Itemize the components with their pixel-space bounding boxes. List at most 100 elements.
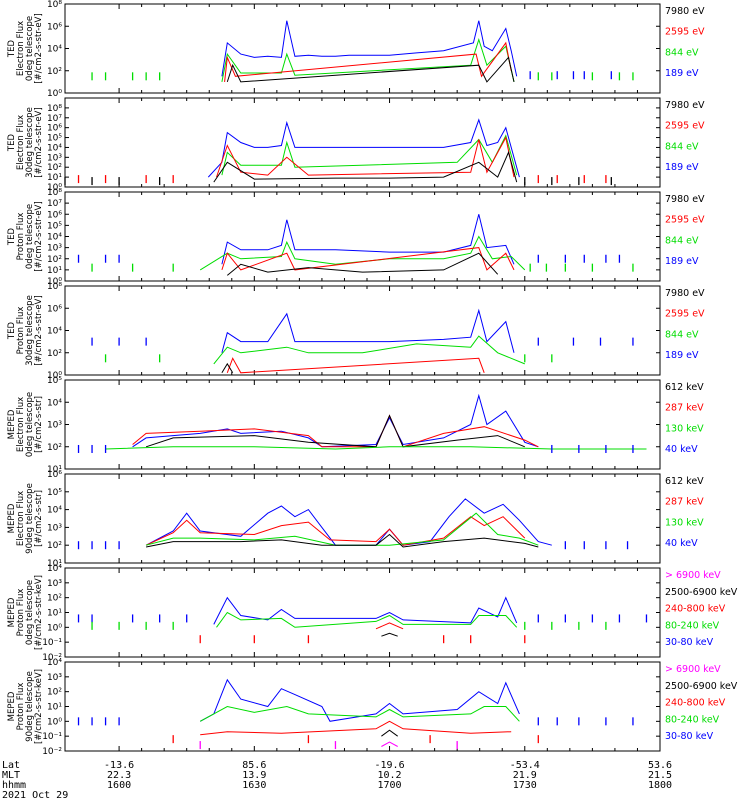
y-tick-label: 10³ — [47, 579, 62, 589]
y-axis-label: MEPED — [7, 503, 17, 533]
y-axis-label: MEPED — [7, 691, 17, 721]
legend-entry: 189 eV — [665, 68, 699, 79]
legend-entry: 7980 eV — [665, 194, 705, 205]
series-line — [145, 414, 525, 448]
series-line — [221, 214, 515, 265]
y-tick-label: 10¹ — [47, 703, 62, 713]
y-tick-label: 10⁶ — [47, 210, 62, 220]
panel-meped-e-90: 10¹ 10² 10³ 10⁴ 10⁵ 10⁶ MEPED Electron Flux 90de… — [7, 470, 704, 569]
y-axis-label: [#/cm2-s-str-eV] — [34, 13, 44, 83]
y-tick-label: 10⁰ — [47, 183, 62, 193]
y-axis-label: 0deg telescope — [25, 392, 35, 457]
series-line — [199, 705, 520, 722]
y-tick-label: 10¹ — [47, 465, 62, 475]
y-tick-label: 10⁴ — [47, 564, 62, 574]
y-axis-label: [#/cm2-s-str-keV] — [34, 575, 44, 650]
y-tick-label: 10³ — [47, 153, 62, 163]
legend-entry: > 6900 keV — [665, 570, 721, 581]
y-axis-label: 0deg telescope — [25, 204, 35, 269]
y-axis-label: [#/cm2-s-str-keV] — [34, 669, 44, 744]
y-tick-label: 10⁴ — [47, 398, 62, 408]
y-tick-label: 10⁵ — [47, 221, 62, 231]
y-axis-label: 90deg telescope — [25, 671, 35, 742]
legend-entry: 612 keV — [665, 476, 704, 487]
series-line — [224, 41, 512, 82]
y-tick-label: 10³ — [47, 244, 62, 254]
x-tick-value-mlt: 13.9 — [242, 770, 266, 781]
y-tick-label: 10² — [47, 541, 62, 551]
legend-entry: 7980 eV — [665, 100, 705, 111]
y-tick-label: 10⁰ — [47, 371, 62, 381]
panel-meped-e-0: 10¹ 10² 10³ 10⁴ 10⁵ MEPED Electron Flux 0deg te… — [7, 376, 704, 475]
series-line — [200, 720, 512, 736]
y-tick-label: 10⁶ — [47, 22, 62, 32]
legend-entry: 844 eV — [665, 329, 699, 340]
series-line — [145, 516, 526, 546]
panel-frame — [64, 661, 661, 752]
y-tick-label: 10⁰ — [47, 717, 62, 727]
series-line — [105, 446, 647, 450]
x-tick-value-mlt: 21.9 — [513, 770, 537, 781]
y-axis-label: [#/cm2-s-str] — [34, 396, 44, 453]
y-tick-label: 10⁴ — [47, 143, 62, 153]
series-line — [381, 632, 398, 637]
series-line — [221, 308, 515, 353]
x-tick-value-hhmm: 1600 — [107, 780, 131, 791]
series-line — [381, 729, 398, 737]
series-line — [226, 252, 499, 276]
series-line — [221, 37, 515, 83]
x-tick-value-hhmm: 1800 — [648, 780, 672, 791]
y-tick-label: 10⁷ — [47, 199, 62, 209]
legend-entry: 612 keV — [665, 382, 704, 393]
y-tick-label: 10¹ — [47, 559, 62, 569]
x-tick-value-hhmm: 1630 — [242, 780, 266, 791]
y-tick-label: 10⁰ — [47, 623, 62, 633]
legend-entry: 2500-6900 keV — [665, 587, 738, 598]
y-tick-label: 10⁰ — [47, 89, 62, 99]
y-axis-label: Proton Flux — [16, 589, 26, 637]
legend-entry: 130 keV — [665, 423, 704, 434]
x-tick-value-lat: 85.6 — [242, 760, 266, 771]
series-line — [132, 393, 539, 448]
y-axis-label: 30deg telescope — [25, 107, 35, 178]
y-axis-label: Proton Flux — [16, 683, 26, 731]
y-tick-label: 10³ — [47, 523, 62, 533]
legend-entry: 30-80 keV — [665, 731, 714, 742]
y-axis-label: 0deg telescope — [25, 580, 35, 645]
y-tick-label: 10⁸ — [47, 104, 62, 114]
y-axis-label: Proton Flux — [16, 213, 26, 261]
series-line — [207, 118, 520, 178]
panel-frame — [64, 191, 661, 282]
date-label: 2021 Oct 29 — [2, 790, 68, 800]
series-line — [199, 678, 520, 722]
y-tick-label: 10⁶ — [47, 470, 62, 480]
series-line — [221, 134, 518, 176]
legend-entry: 2595 eV — [665, 27, 705, 38]
legend-entry: 287 keV — [665, 403, 704, 414]
y-tick-label: 10⁴ — [47, 506, 62, 516]
y-axis-label: TED — [7, 133, 17, 152]
legend-entry: > 6900 keV — [665, 664, 721, 675]
x-tick-value-hhmm: 1730 — [513, 780, 537, 791]
x-tick-value-lat: -53.4 — [510, 760, 540, 771]
series-line — [216, 611, 518, 628]
y-tick-label: 10⁻¹ — [42, 638, 62, 648]
y-axis-label: Electron Flux — [16, 491, 26, 546]
legend-entry: 189 eV — [665, 162, 699, 173]
x-tick-value-mlt: 10.2 — [377, 770, 401, 781]
y-tick-label: 10⁵ — [47, 134, 62, 144]
y-tick-label: 10¹ — [47, 173, 62, 183]
y-tick-label: 10⁻¹ — [42, 732, 62, 742]
legend-entry: 189 eV — [665, 256, 699, 267]
y-axis-label: [#/cm2-s-str-eV] — [34, 201, 44, 271]
y-axis-label: TED — [7, 227, 17, 246]
y-tick-label: 10⁻² — [42, 747, 62, 757]
x-tick-value-mlt: 22.3 — [107, 770, 131, 781]
y-axis-label: Electron Flux — [16, 115, 26, 170]
x-tick-value-lat: -13.6 — [104, 760, 134, 771]
panel-frame — [64, 97, 661, 188]
y-tick-label: 10¹ — [47, 609, 62, 619]
series-line — [213, 335, 525, 365]
